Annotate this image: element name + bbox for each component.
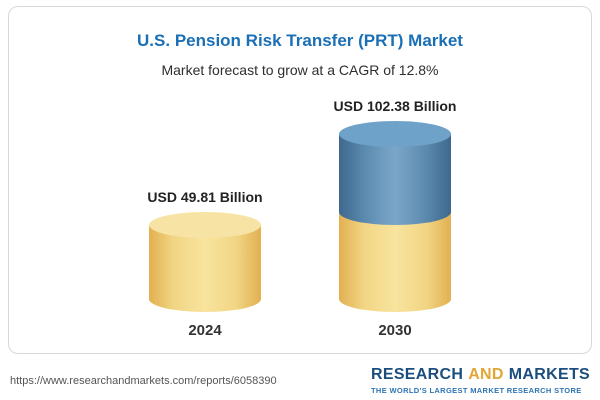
x-axis-label: 2024 bbox=[188, 322, 222, 339]
chart-area: USD 49.81 Billion 2024 USD 102.38 Billio… bbox=[9, 78, 591, 353]
footer: https://www.researchandmarkets.com/repor… bbox=[0, 354, 600, 396]
cylinder-bar bbox=[149, 212, 261, 312]
brand-tagline: THE WORLD'S LARGEST MARKET RESEARCH STOR… bbox=[371, 386, 582, 395]
chart-card: U.S. Pension Risk Transfer (PRT) Market … bbox=[8, 6, 592, 354]
brand-word-and: AND bbox=[468, 366, 504, 383]
cylinder-top-cap bbox=[149, 212, 261, 238]
chart-subtitle: Market forecast to grow at a CAGR of 12.… bbox=[161, 62, 439, 78]
brand-name: RESEARCH AND MARKETS bbox=[371, 367, 590, 383]
x-axis-label: 2030 bbox=[378, 322, 412, 339]
bar-value-label: USD 102.38 Billion bbox=[333, 98, 457, 114]
bar-group-2024: USD 49.81 Billion 2024 bbox=[129, 189, 281, 339]
report-url-link[interactable]: https://www.researchandmarkets.com/repor… bbox=[10, 375, 277, 387]
brand-logo: RESEARCH AND MARKETS THE WORLD'S LARGEST… bbox=[371, 367, 590, 396]
bar-group-2030: USD 102.38 Billion 2030 bbox=[319, 98, 471, 339]
chart-title: U.S. Pension Risk Transfer (PRT) Market bbox=[137, 31, 463, 50]
cylinder-bar bbox=[339, 121, 451, 312]
bar-value-label: USD 49.81 Billion bbox=[147, 189, 263, 205]
brand-word-research: RESEARCH bbox=[371, 366, 464, 383]
cylinder-top-cap bbox=[339, 121, 451, 147]
brand-word-markets: MARKETS bbox=[508, 366, 590, 383]
cylinder-segment-growth bbox=[339, 121, 451, 225]
